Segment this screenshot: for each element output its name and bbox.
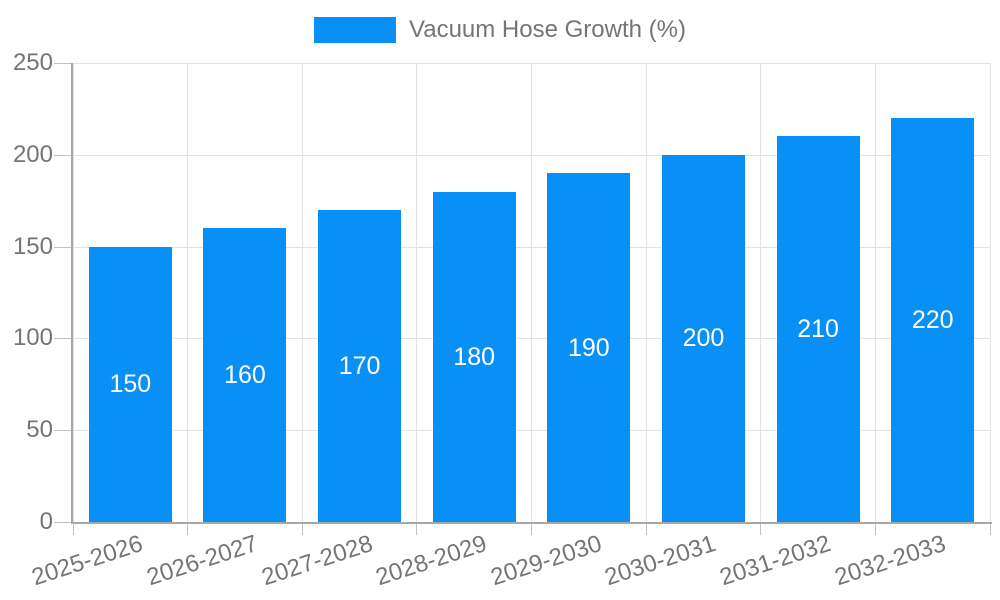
x-gridline	[989, 63, 991, 522]
legend-label: Vacuum Hose Growth (%)	[409, 16, 686, 43]
x-axis-tick	[72, 522, 74, 535]
y-axis-tick	[54, 246, 71, 248]
x-gridline	[645, 63, 647, 522]
bar-2032-2033	[891, 118, 975, 522]
bar-2025-2026	[88, 246, 172, 522]
y-tick-label: 0	[39, 508, 53, 535]
y-axis-tick	[54, 338, 71, 340]
x-axis-tick	[989, 522, 991, 535]
y-axis-tick	[54, 430, 71, 432]
bar-value-label: 190	[567, 333, 610, 362]
y-axis-line	[71, 63, 73, 522]
x-axis-tick	[760, 522, 762, 535]
chart-plot-area: 150 160 170 180 190 200 210 220	[54, 63, 992, 535]
x-gridline	[760, 63, 762, 522]
x-gridline	[874, 63, 876, 522]
y-tick-label: 250	[12, 49, 53, 76]
x-gridline	[301, 63, 303, 522]
bar-2030-2031	[661, 154, 745, 522]
x-gridline	[416, 63, 418, 522]
legend-swatch	[314, 17, 396, 43]
x-axis-tick	[874, 522, 876, 535]
bar-value-label: 220	[911, 306, 954, 335]
y-axis-tick	[54, 522, 71, 523]
x-axis-tick	[416, 522, 418, 535]
chart-legend: Vacuum Hose Growth (%)	[0, 17, 1000, 43]
y-tick-label: 50	[26, 416, 53, 444]
bar-value-label: 180	[453, 342, 496, 371]
y-tick-label: 200	[12, 140, 53, 168]
bar-2029-2030	[547, 173, 631, 522]
bar-2031-2032	[776, 136, 860, 522]
bar-2026-2027	[203, 228, 287, 522]
x-gridline	[187, 63, 189, 522]
x-axis-tick	[531, 522, 532, 535]
x-axis-line	[71, 522, 992, 524]
x-axis-tick	[645, 522, 647, 535]
x-gridline	[72, 63, 74, 522]
bar-value-label: 170	[338, 351, 381, 380]
y-tick-label: 150	[12, 232, 53, 260]
x-axis-tick	[187, 522, 189, 535]
y-tick-label: 100	[12, 324, 53, 352]
y-axis-tick	[54, 63, 71, 64]
bar-2028-2029	[432, 191, 516, 522]
bar-2027-2028	[318, 209, 402, 522]
x-axis-tick	[301, 522, 303, 535]
bar-value-label: 160	[224, 361, 266, 390]
bar-value-label: 200	[682, 324, 725, 353]
bar-value-label: 150	[109, 370, 152, 399]
bar-value-label: 210	[797, 315, 839, 344]
x-gridline	[531, 63, 532, 522]
y-axis-tick	[54, 154, 71, 156]
